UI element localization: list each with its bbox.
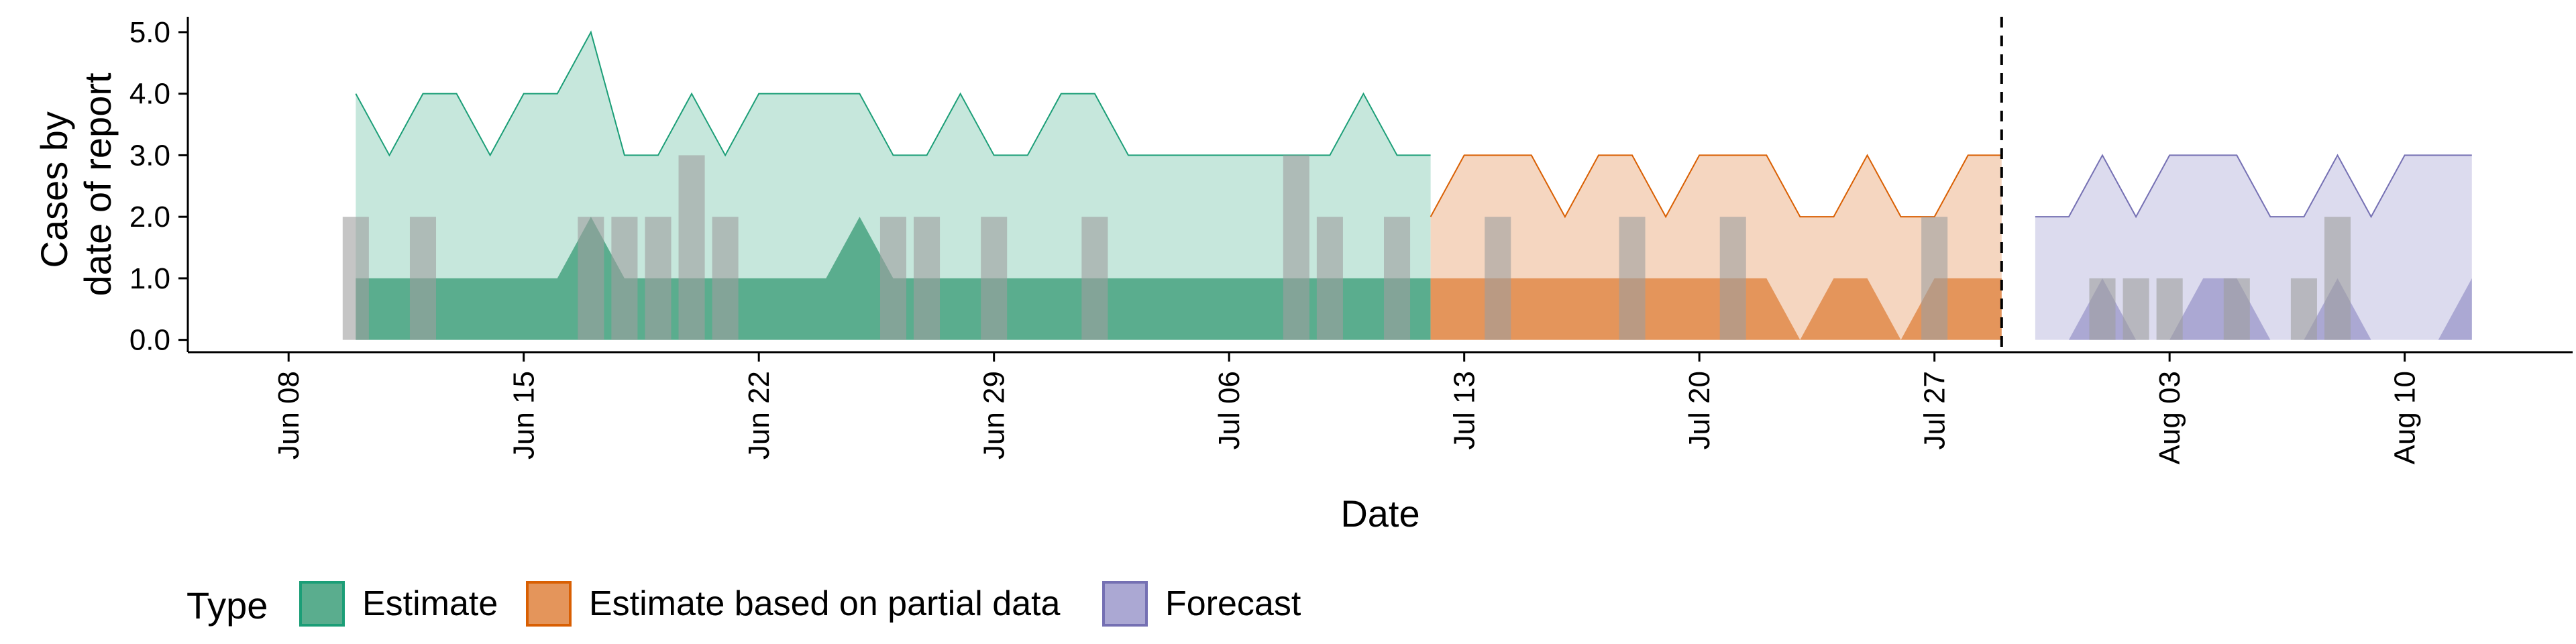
observed-bar xyxy=(879,217,907,340)
observed-bar xyxy=(1283,155,1309,340)
x-tick-label: Jul 06 xyxy=(1213,371,1246,449)
x-tick-label: Jun 22 xyxy=(743,371,775,460)
legend-key-0 xyxy=(299,581,345,627)
y-axis-title-line-2: date of report xyxy=(76,72,119,297)
x-tick-label: Jul 27 xyxy=(1919,371,1951,449)
observed-bar xyxy=(2089,278,2116,340)
x-axis-title: Date xyxy=(1340,492,1419,535)
x-tick-label: Aug 10 xyxy=(2389,371,2422,464)
legend-label-2: Forecast xyxy=(1165,584,1301,623)
series-1-lower-band xyxy=(1430,278,2002,340)
y-axis-title-line-1: Cases by xyxy=(33,111,75,268)
observed-bar xyxy=(1719,217,1746,340)
series-0-upper-line xyxy=(355,30,1431,157)
observed-bar xyxy=(578,217,604,340)
observed-bar xyxy=(2290,278,2317,340)
observed-bar xyxy=(2156,278,2183,340)
observed-bar xyxy=(1485,217,1511,340)
observed-bar xyxy=(1921,217,1948,340)
plot-area xyxy=(342,17,2472,352)
y-tick-label: 2.0 xyxy=(129,201,170,233)
observed-bar xyxy=(2123,278,2149,340)
x-tick-label: Jun 15 xyxy=(508,371,541,460)
observed-bar xyxy=(342,217,369,340)
observed-bar xyxy=(914,217,941,340)
y-tick-label: 5.0 xyxy=(129,16,170,49)
observed-bar xyxy=(712,217,739,340)
legend-title: Type xyxy=(186,584,268,627)
x-tick-label: Jul 20 xyxy=(1683,371,1716,449)
x-tick-label: Aug 03 xyxy=(2153,371,2186,464)
legend-label-1: Estimate based on partial data xyxy=(589,584,1061,623)
observed-bar xyxy=(645,217,672,340)
y-tick-label: 3.0 xyxy=(129,139,170,172)
observed-bar xyxy=(611,217,638,340)
observed-bar xyxy=(1619,217,1646,340)
observed-bar xyxy=(981,217,1008,340)
observed-bar xyxy=(409,217,437,340)
observed-bar xyxy=(678,155,705,340)
legend-label-0: Estimate xyxy=(362,584,498,623)
legend-key-2 xyxy=(1102,581,1148,627)
x-tick-label: Jul 13 xyxy=(1448,371,1481,449)
legend: Type Estimate Estimate based on partial d… xyxy=(186,581,1301,627)
series-2-upper-line xyxy=(2035,154,2472,219)
y-axis-ticks: 0.0 1.0 2.0 3.0 4.0 5.0 xyxy=(129,16,188,357)
observed-bar xyxy=(2324,217,2351,340)
observed-bar xyxy=(1384,217,1411,340)
y-tick-label: 0.0 xyxy=(129,324,170,357)
observed-bar xyxy=(2223,278,2250,340)
y-axis-title: Cases by date of report xyxy=(33,72,119,297)
x-axis-ticks: Jun 08 Jun 15 Jun 22 Jun 29 Jul 06 Jul 13 Jul … xyxy=(272,352,2422,464)
x-tick-label: Jun 08 xyxy=(272,371,305,460)
series-1-upper-line xyxy=(1430,154,2002,219)
x-tick-label: Jun 29 xyxy=(978,371,1011,460)
axes xyxy=(186,17,2573,354)
y-tick-label: 4.0 xyxy=(129,78,170,111)
y-tick-label: 1.0 xyxy=(129,262,170,295)
legend-key-1 xyxy=(526,581,572,627)
observed-bar xyxy=(1316,217,1343,340)
series-2-lower-band xyxy=(2035,278,2472,340)
observed-bar xyxy=(1081,217,1108,340)
